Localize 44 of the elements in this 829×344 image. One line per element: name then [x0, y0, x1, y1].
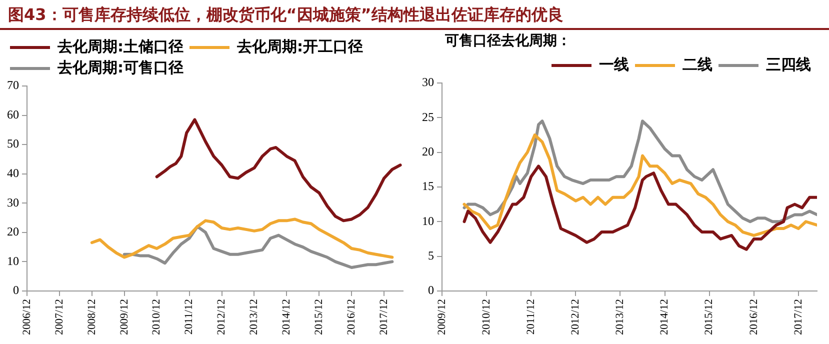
x-tick-label: 2013/12 [248, 298, 260, 336]
y-tick-label: 5 [428, 248, 434, 262]
x-tick-label: 2007/12 [53, 298, 66, 336]
x-tick-label: 2015/12 [703, 298, 716, 336]
legend-label: 去化周期:可售口径 [56, 58, 184, 76]
x-tick-label: 2015/12 [313, 298, 326, 336]
y-tick-label: 0 [428, 283, 434, 298]
y-tick-label: 70 [7, 78, 19, 92]
x-tick-label: 2012/12 [216, 298, 228, 336]
x-tick-label: 2006/12 [20, 298, 33, 336]
x-tick-label: 2017/12 [792, 298, 804, 336]
y-tick-label: 20 [422, 144, 434, 158]
legend-title: 可售口径去化周期： [445, 32, 571, 50]
x-tick-label: 2012/12 [570, 298, 582, 336]
x-tick-label: 2014/12 [658, 298, 671, 336]
y-tick-label: 0 [13, 283, 19, 298]
legend-label: 一线 [599, 55, 629, 74]
x-tick-label: 2013/12 [614, 298, 626, 336]
y-tick-label: 50 [7, 136, 19, 151]
legend-label: 去化周期:土储口径 [56, 37, 184, 56]
y-tick-label: 30 [7, 195, 19, 210]
x-tick-label: 2009/12 [436, 298, 448, 336]
legend-label: 三四线 [766, 55, 811, 74]
y-tick-label: 15 [422, 179, 434, 194]
legend-label: 去化周期:开工口径 [236, 37, 363, 56]
y-tick-label: 10 [7, 254, 19, 268]
y-tick-label: 30 [422, 75, 434, 90]
chart-title: 图43：可售库存持续低位，棚改货币化“因城施策”结构性退出佐证库存的优良 [0, 0, 829, 30]
x-tick-label: 2010/12 [150, 298, 163, 336]
x-tick-label: 2009/12 [118, 298, 130, 336]
y-tick-label: 40 [7, 166, 19, 180]
x-tick-label: 2014/12 [280, 298, 293, 336]
y-tick-label: 20 [7, 224, 19, 239]
x-tick-label: 2017/12 [378, 298, 390, 336]
x-tick-label: 2016/12 [345, 298, 358, 336]
x-tick-label: 2010/12 [480, 298, 492, 336]
y-tick-label: 25 [422, 110, 434, 124]
y-tick-label: 10 [422, 214, 434, 228]
x-tick-label: 2011/12 [525, 298, 537, 335]
y-tick-label: 60 [7, 107, 19, 122]
x-tick-label: 2008/12 [86, 298, 98, 336]
legend-label: 二线 [682, 55, 712, 74]
x-tick-label: 2016/12 [748, 298, 760, 336]
x-tick-label: 2011/12 [183, 298, 196, 335]
